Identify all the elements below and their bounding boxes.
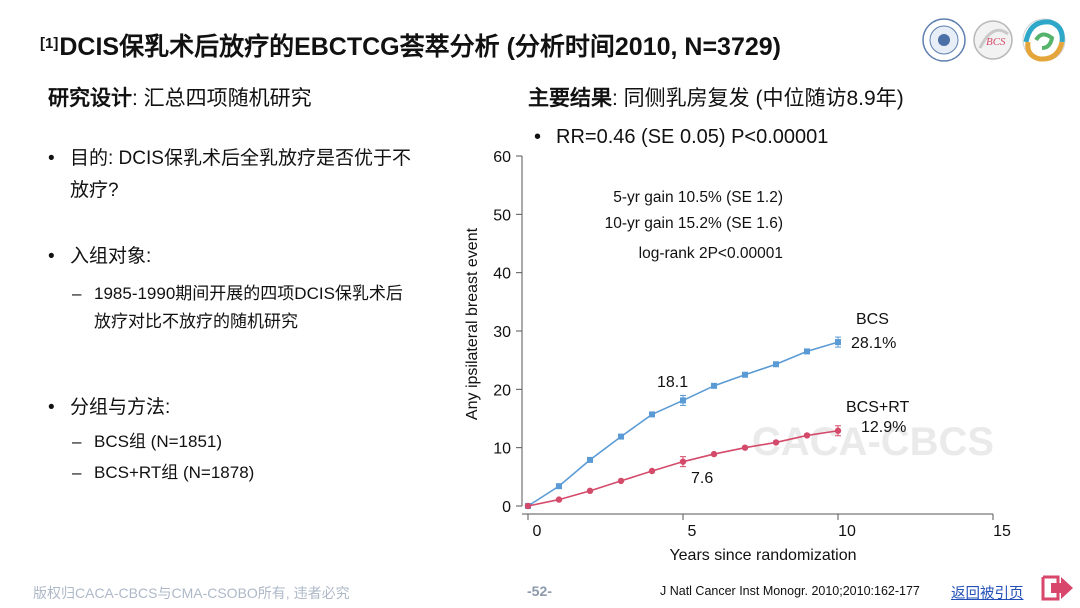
slide-title: [1]DCIS保乳术后放疗的EBCTCG荟萃分析 (分析时间2010, N=37… bbox=[40, 30, 920, 64]
page-number: -52- bbox=[527, 583, 552, 599]
x-tick-label: 0 bbox=[533, 523, 542, 540]
data-point bbox=[617, 477, 625, 485]
data-point bbox=[555, 496, 563, 503]
results-heading: 主要结果: 同侧乳房复发 (中位随访8.9年) bbox=[528, 85, 904, 113]
data-point bbox=[680, 397, 686, 404]
data-point bbox=[835, 339, 841, 346]
y-tick-label: 0 bbox=[502, 499, 511, 516]
gain-annotation: 10-yr gain 15.2% (SE 1.6) bbox=[605, 215, 783, 232]
data-point bbox=[556, 483, 562, 490]
series-value-bcs: 28.1% bbox=[851, 335, 896, 352]
data-point bbox=[804, 348, 810, 355]
watermark-text: CACA-CBCS bbox=[752, 420, 994, 464]
y-tick-label: 20 bbox=[493, 382, 511, 399]
svg-text:BCS: BCS bbox=[986, 36, 1006, 48]
data-point bbox=[742, 371, 748, 378]
data-point bbox=[587, 456, 593, 463]
data-point bbox=[618, 433, 624, 440]
title-citation: [1] bbox=[40, 35, 59, 52]
study-design-text: : 汇总四项随机研究 bbox=[132, 87, 312, 110]
y-tick-label: 30 bbox=[493, 324, 511, 341]
sub-group-bcs-rt: BCS+RT组 (N=1878) bbox=[72, 459, 412, 487]
series-label-bcs-rt: BCS+RT bbox=[846, 399, 910, 416]
x-tick-label: 15 bbox=[993, 523, 1011, 540]
data-point bbox=[741, 444, 749, 451]
point-label-bcs-5yr: 18.1 bbox=[657, 374, 688, 391]
data-point bbox=[649, 411, 655, 418]
point-label-bcs-rt-5yr: 7.6 bbox=[691, 470, 713, 487]
bullet-groups: 分组与方法: bbox=[48, 392, 420, 424]
data-point bbox=[772, 439, 780, 446]
bullet-rr: RR=0.46 (SE 0.05) P<0.00001 bbox=[534, 121, 956, 153]
series-value-bcs-rt: 12.9% bbox=[861, 419, 906, 436]
x-tick-label: 5 bbox=[688, 523, 697, 540]
logos: BCS bbox=[922, 18, 1066, 62]
gain-annotation: log-rank 2P<0.00001 bbox=[639, 245, 783, 262]
y-tick-label: 50 bbox=[493, 207, 511, 224]
series-label-bcs: BCS bbox=[856, 311, 889, 328]
x-axis-label: Years since randomization bbox=[669, 547, 856, 564]
back-link[interactable]: 返回被引页 bbox=[951, 586, 1024, 602]
data-point bbox=[648, 467, 656, 475]
bullet-population: 入组对象: bbox=[48, 241, 420, 273]
gain-annotation: 5-yr gain 10.5% (SE 1.2) bbox=[613, 189, 783, 206]
study-design-label: 研究设计 bbox=[48, 87, 132, 110]
sub-group-bcs: BCS组 (N=1851) bbox=[72, 428, 412, 456]
bcs-logo: BCS bbox=[973, 20, 1013, 60]
swirl-logo bbox=[1022, 18, 1066, 62]
y-tick-label: 60 bbox=[493, 149, 511, 166]
copyright-notice: 版权归CACA-CBCS与CMA-CSOBO所有, 违者必究 bbox=[33, 585, 350, 601]
data-point bbox=[803, 432, 811, 439]
data-point bbox=[773, 361, 779, 368]
y-tick-label: 40 bbox=[493, 266, 511, 283]
reference-citation: J Natl Cancer Inst Monogr. 2010;2010:162… bbox=[660, 584, 920, 598]
university-seal-logo bbox=[922, 18, 966, 62]
sub-population-trials: 1985-1990期间开展的四项DCIS保乳术后放疗对比不放疗的随机研究 bbox=[72, 280, 412, 336]
study-design-heading: 研究设计: 汇总四项随机研究 bbox=[48, 85, 312, 113]
data-point bbox=[586, 487, 594, 495]
x-tick-label: 10 bbox=[838, 523, 856, 540]
data-point bbox=[710, 450, 718, 458]
results-label: 主要结果 bbox=[528, 87, 612, 110]
y-axis-label: Any ipsilateral breast event bbox=[464, 227, 481, 420]
data-point bbox=[711, 382, 717, 389]
data-point bbox=[679, 458, 687, 465]
title-text: DCIS保乳术后放疗的EBCTCG荟萃分析 (分析时间2010, N=3729) bbox=[59, 33, 782, 61]
data-point bbox=[834, 427, 842, 434]
bullet-objective: 目的: DCIS保乳术后全乳放疗是否优于不放疗? bbox=[48, 143, 420, 207]
data-point bbox=[524, 502, 532, 510]
back-arrow-icon[interactable] bbox=[1040, 573, 1074, 603]
y-tick-label: 10 bbox=[493, 441, 511, 458]
results-text: : 同侧乳房复发 (中位随访8.9年) bbox=[612, 87, 904, 110]
